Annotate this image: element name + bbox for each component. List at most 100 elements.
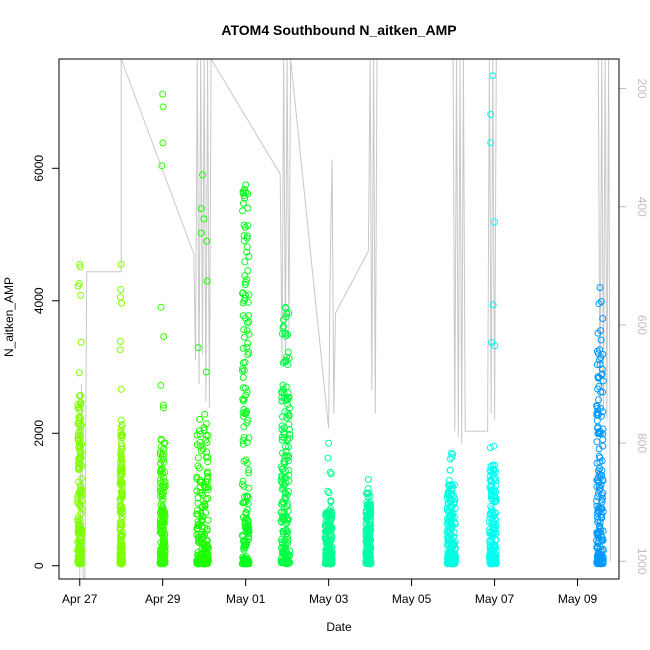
data-point — [487, 505, 495, 513]
data-point — [200, 215, 208, 223]
data-point — [201, 500, 209, 508]
data-point — [278, 500, 286, 508]
data-point — [597, 533, 605, 540]
data-point — [240, 326, 248, 334]
data-point — [598, 466, 606, 474]
data-point — [284, 348, 292, 356]
data-point — [363, 527, 370, 535]
data-point — [160, 489, 167, 497]
data-point — [486, 444, 494, 452]
data-points — [74, 72, 607, 568]
data-point-max — [447, 449, 455, 457]
data-point — [159, 103, 167, 111]
plot-frame — [58, 58, 620, 580]
data-point — [239, 344, 247, 352]
data-point — [326, 468, 334, 476]
data-point-max — [281, 303, 289, 311]
data-point — [327, 552, 335, 560]
data-point — [118, 488, 126, 496]
data-point — [596, 528, 604, 536]
data-point — [239, 365, 247, 373]
data-point — [486, 549, 494, 557]
data-point — [117, 424, 125, 432]
data-point — [279, 359, 287, 367]
data-point — [593, 402, 601, 410]
x-tick-label: May 01 — [226, 592, 266, 606]
data-point — [241, 516, 249, 524]
data-point — [118, 544, 126, 552]
data-point — [243, 492, 251, 500]
data-point — [322, 532, 330, 540]
x-axis-label: Date — [326, 620, 352, 634]
data-point — [278, 473, 286, 481]
data-point — [593, 438, 601, 446]
data-point — [596, 465, 604, 472]
data-point — [193, 441, 201, 449]
data-point — [444, 535, 452, 542]
data-point — [116, 293, 124, 301]
data-point — [158, 542, 166, 550]
data-point — [77, 451, 85, 459]
data-point — [599, 388, 607, 396]
y2-tick-label: 400 — [635, 197, 649, 217]
data-point — [118, 493, 126, 501]
x-tick-label: Apr 29 — [145, 592, 181, 606]
data-point — [241, 358, 249, 366]
data-point — [77, 510, 85, 518]
data-point — [75, 428, 83, 436]
chart-title: ATOM4 Southbound N_aitken_AMP — [221, 22, 456, 38]
data-point — [284, 331, 292, 339]
data-point-max — [117, 260, 125, 268]
data-point-max — [76, 260, 84, 268]
data-point — [160, 333, 168, 340]
data-point — [599, 442, 607, 450]
point-cluster — [193, 171, 212, 568]
data-point — [599, 536, 607, 544]
data-point — [279, 381, 287, 389]
data-point — [238, 480, 246, 488]
data-point — [157, 381, 165, 389]
data-point — [159, 534, 167, 541]
data-point — [196, 430, 204, 438]
data-point — [594, 540, 602, 547]
data-point — [321, 522, 329, 530]
data-point — [239, 207, 246, 215]
data-point — [492, 536, 500, 544]
data-point — [241, 281, 249, 288]
data-point — [118, 465, 126, 473]
data-point — [77, 414, 85, 422]
data-point — [597, 327, 605, 335]
data-point — [280, 322, 287, 330]
data-point — [194, 344, 202, 352]
data-point — [159, 139, 167, 147]
data-point — [203, 237, 211, 245]
data-point — [596, 346, 604, 354]
data-point — [445, 522, 453, 530]
data-point — [279, 559, 287, 567]
data-point — [245, 484, 253, 492]
data-point — [490, 544, 498, 551]
data-point — [595, 452, 603, 460]
data-point — [598, 514, 606, 522]
data-point — [593, 560, 601, 568]
data-point — [491, 218, 498, 226]
data-point — [203, 277, 211, 285]
data-point — [278, 536, 285, 543]
data-point — [490, 442, 498, 450]
data-point — [278, 479, 286, 487]
data-point — [118, 540, 126, 548]
data-point — [243, 232, 251, 240]
data-point — [488, 534, 496, 541]
data-point — [203, 420, 211, 428]
data-point — [157, 443, 165, 451]
data-point — [491, 342, 499, 350]
data-point — [202, 536, 210, 544]
data-point — [324, 559, 332, 567]
y-tick-label: 2000 — [32, 420, 46, 447]
data-point — [492, 560, 499, 567]
track-line — [79, 57, 611, 580]
data-point — [240, 544, 248, 552]
data-point — [450, 542, 458, 550]
point-cluster — [321, 439, 336, 568]
data-point — [281, 516, 288, 524]
